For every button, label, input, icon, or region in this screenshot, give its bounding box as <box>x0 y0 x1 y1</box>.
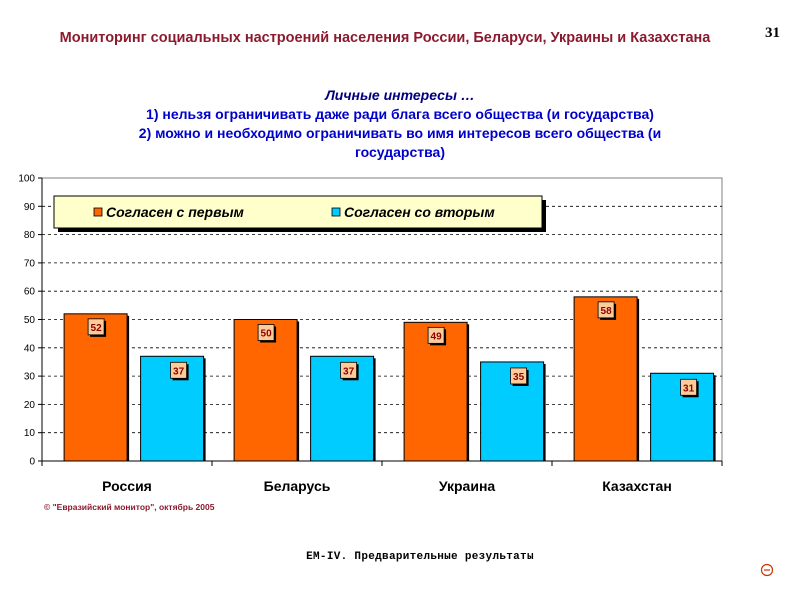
y-tick-label: 100 <box>18 174 35 185</box>
category-label: Россия <box>102 478 152 494</box>
data-label: 52 <box>91 323 103 334</box>
y-tick-label: 40 <box>24 343 36 354</box>
bar <box>63 313 128 462</box>
data-label-box <box>87 318 105 336</box>
legend-label: Согласен со вторым <box>344 204 495 220</box>
y-tick-label: 80 <box>24 230 36 241</box>
data-label-box <box>510 367 528 385</box>
y-tick-label: 10 <box>24 428 36 439</box>
data-label-box <box>680 378 697 396</box>
data-label: 37 <box>173 366 185 377</box>
legend-swatch <box>331 207 341 217</box>
legend-label: Согласен с первым <box>106 204 245 220</box>
data-label-box <box>257 324 275 341</box>
bar <box>403 321 468 462</box>
circle-minus-icon[interactable] <box>760 563 774 577</box>
chart-title-line-4: государства) <box>355 144 445 160</box>
y-tick-label: 30 <box>24 372 36 383</box>
chart-title-line-1: Личные интересы … <box>325 87 475 103</box>
data-label: 50 <box>261 329 273 340</box>
legend-swatch <box>93 207 103 217</box>
category-label: Украина <box>439 478 496 494</box>
bar <box>573 296 638 462</box>
footer-text: ЕМ-IV. Предварительные результаты <box>306 551 534 563</box>
legend <box>53 195 543 229</box>
chart-title: Личные интересы … 1) нельзя ограничивать… <box>100 86 700 162</box>
data-label: 37 <box>343 366 355 377</box>
page-number: 31 <box>765 25 780 41</box>
data-label-box <box>597 301 615 319</box>
data-label: 35 <box>513 372 525 383</box>
data-label-box <box>170 361 188 379</box>
y-tick-label: 70 <box>24 258 36 269</box>
y-tick-label: 60 <box>24 287 36 298</box>
chart-title-line-2: 1) нельзя ограничивать даже ради блага в… <box>146 106 654 122</box>
y-tick-label: 20 <box>24 400 36 411</box>
chart-title-line-3: 2) можно и необходимо ограничивать во им… <box>138 125 662 141</box>
data-label-box <box>427 326 445 344</box>
data-label: 49 <box>431 331 443 342</box>
y-tick-label: 50 <box>24 315 36 326</box>
category-label: Казахстан <box>602 478 672 494</box>
data-label-box <box>340 361 358 379</box>
page-title: Мониторинг социальных настроений населен… <box>59 30 711 46</box>
bar <box>233 319 298 462</box>
y-tick-label: 0 <box>29 457 35 468</box>
data-label: 31 <box>683 383 695 394</box>
y-tick-label: 90 <box>24 202 36 213</box>
category-label: Беларусь <box>264 478 331 494</box>
data-label: 58 <box>601 306 613 317</box>
source-note: © "Евразийский монитор", октябрь 2005 <box>44 502 215 512</box>
